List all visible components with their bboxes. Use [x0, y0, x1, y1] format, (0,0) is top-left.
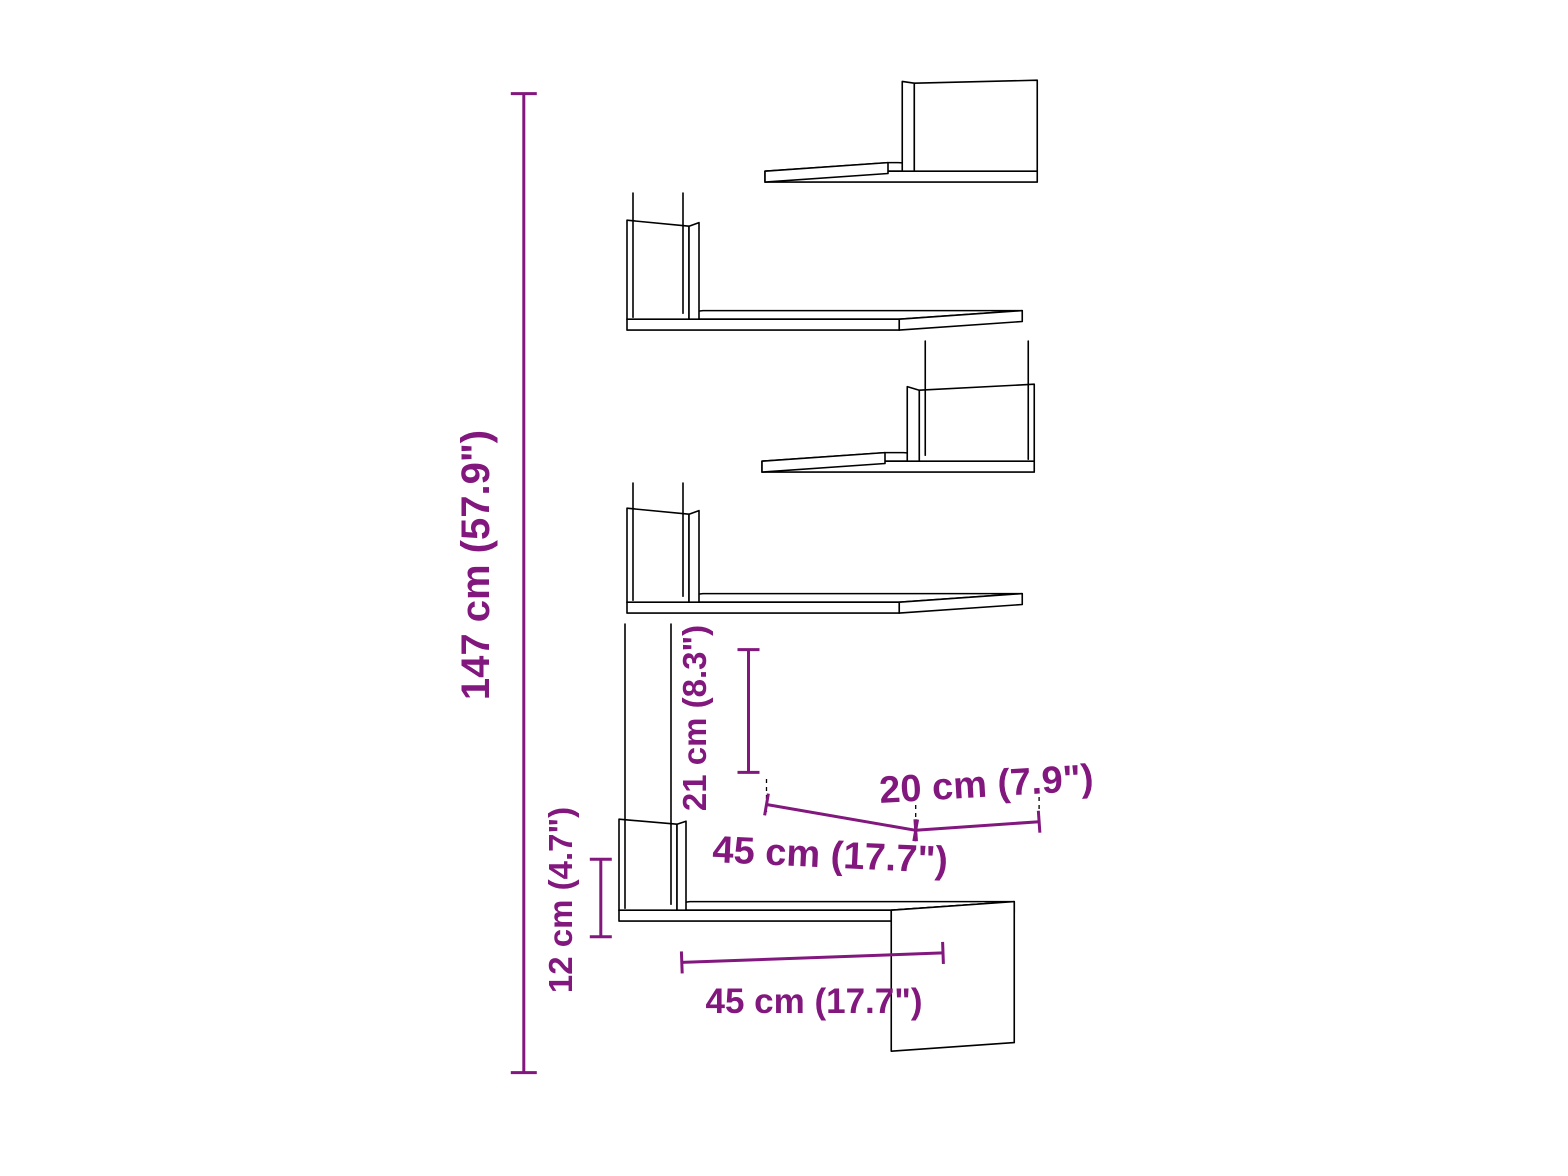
- svg-text:21 cm (8.3"): 21 cm (8.3"): [676, 625, 713, 811]
- svg-text:20 cm (7.9"): 20 cm (7.9"): [878, 757, 1095, 812]
- svg-text:45 cm (17.7"): 45 cm (17.7"): [706, 982, 923, 1021]
- svg-text:147 cm (57.9"): 147 cm (57.9"): [454, 430, 498, 700]
- svg-text:12 cm (4.7"): 12 cm (4.7"): [542, 807, 579, 993]
